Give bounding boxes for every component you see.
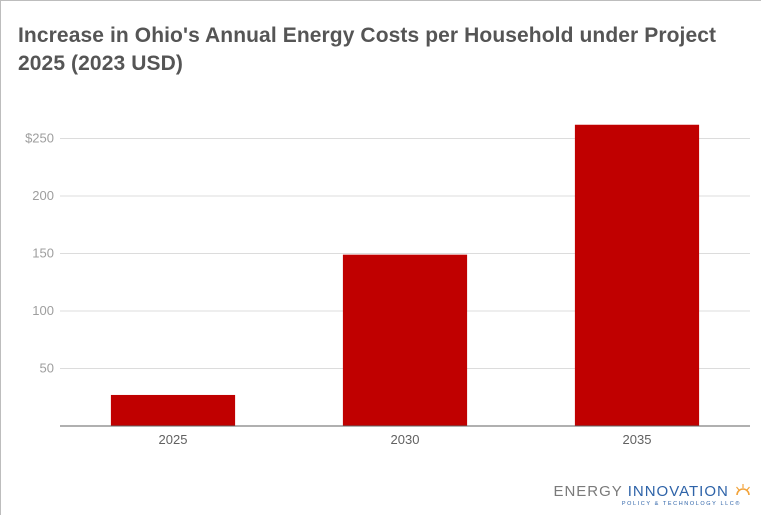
x-tick-label: 2025 bbox=[159, 432, 188, 447]
logo-text-energy: ENERGY bbox=[553, 483, 628, 500]
x-tick-label: 2030 bbox=[391, 432, 420, 447]
bar-2030 bbox=[342, 254, 468, 426]
y-tick-label: 100 bbox=[32, 303, 54, 318]
bars bbox=[110, 124, 700, 427]
logo-tagline: POLICY & TECHNOLOGY LLC® bbox=[621, 501, 741, 507]
energy-innovation-logo: ENERGY INNOVATION POLICY & TECHNOLOGY LL… bbox=[553, 484, 751, 507]
y-tick-label: 50 bbox=[40, 361, 54, 376]
sun-icon bbox=[736, 484, 750, 496]
y-tick-label: 200 bbox=[32, 188, 54, 203]
y-tick-labels: 50 100 150 200 $250 bbox=[25, 131, 54, 376]
bar-2035 bbox=[574, 124, 700, 427]
chart-title: Increase in Ohio's Annual Energy Costs p… bbox=[18, 24, 717, 75]
x-tick-labels: 2025 2030 2035 bbox=[159, 432, 652, 447]
y-tick-label: $250 bbox=[25, 131, 54, 146]
logo-text-innovation: INNOVATION bbox=[627, 483, 729, 500]
x-tick-label: 2035 bbox=[623, 432, 652, 447]
bar-2025 bbox=[110, 394, 236, 426]
y-tick-label: 150 bbox=[32, 246, 54, 261]
